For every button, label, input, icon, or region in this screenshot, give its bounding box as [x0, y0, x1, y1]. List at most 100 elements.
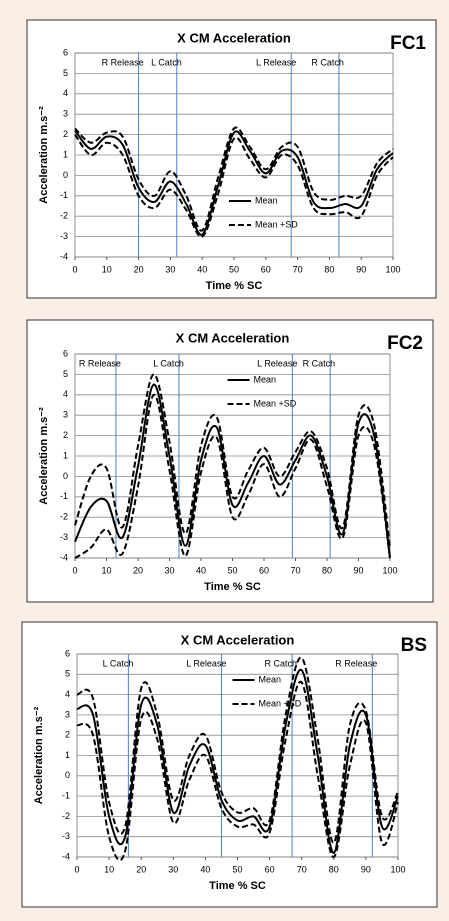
- x-tick-label: 100: [385, 264, 400, 274]
- x-tick-label: 40: [200, 864, 210, 874]
- series-line: [74, 129, 394, 236]
- series-line: [74, 126, 394, 232]
- y-tick-label: 6: [63, 47, 68, 57]
- y-tick-label: 1: [63, 450, 68, 460]
- x-tick-label: 70: [297, 864, 307, 874]
- x-tick-label: 30: [168, 864, 178, 874]
- x-tick-label: 10: [102, 264, 112, 274]
- x-tick-label: 90: [361, 864, 371, 874]
- series-line: [74, 133, 394, 238]
- x-tick-label: 10: [104, 864, 114, 874]
- x-tick-label: 100: [390, 864, 405, 874]
- y-tick-label: -1: [62, 790, 70, 800]
- y-tick-label: 2: [65, 730, 70, 740]
- x-tick-label: 80: [322, 565, 332, 575]
- y-tick-label: -4: [60, 552, 68, 562]
- panel: [21, 621, 438, 908]
- x-tick-label: 0: [72, 264, 77, 274]
- phase-label: L Release: [256, 57, 296, 67]
- x-tick-label: 30: [165, 264, 175, 274]
- x-tick-label: 20: [136, 864, 146, 874]
- x-tick-label: 30: [164, 565, 174, 575]
- x-tick-label: 40: [196, 565, 206, 575]
- chart-tag: FC2: [387, 333, 423, 354]
- series-line: [76, 657, 399, 844]
- x-tick-label: 80: [329, 864, 339, 874]
- phase-label: L Release: [186, 658, 226, 668]
- y-tick-label: 6: [65, 648, 70, 658]
- y-tick-label: 5: [63, 369, 68, 379]
- phase-label: R Catch: [311, 57, 344, 67]
- y-tick-label: 4: [63, 88, 68, 98]
- series-line: [74, 373, 391, 548]
- y-tick-label: 4: [65, 689, 70, 699]
- x-tick-label: 0: [74, 864, 79, 874]
- x-tick-label: 90: [356, 264, 366, 274]
- y-tick-label: -4: [62, 851, 70, 861]
- plot-frame: [76, 653, 399, 858]
- x-tick-label: 50: [229, 264, 239, 274]
- x-tick-label: 50: [232, 864, 242, 874]
- y-tick-label: 3: [63, 109, 68, 119]
- phase-label: L Catch: [103, 658, 134, 668]
- chart-title: X CM Acceleration: [176, 330, 290, 345]
- plot-frame: [74, 52, 394, 258]
- y-tick-label: 1: [63, 149, 68, 159]
- panel: [26, 319, 434, 603]
- y-tick-label: 3: [63, 410, 68, 420]
- y-tick-label: -2: [62, 811, 70, 821]
- x-tick-label: 60: [259, 565, 269, 575]
- x-tick-label: 60: [265, 864, 275, 874]
- chart-title: X CM Acceleration: [177, 30, 291, 45]
- x-tick-label: 20: [134, 264, 144, 274]
- legend-label: Mean +SD: [255, 219, 298, 229]
- y-tick-label: 2: [63, 129, 68, 139]
- y-tick-label: 6: [63, 348, 68, 358]
- x-tick-label: 20: [133, 565, 143, 575]
- x-tick-label: 70: [293, 264, 303, 274]
- y-tick-label: 0: [65, 770, 70, 780]
- phase-label: L Catch: [151, 57, 182, 67]
- y-axis-title: Acceleration m.s⁻²: [38, 106, 50, 204]
- y-tick-label: 3: [65, 709, 70, 719]
- x-tick-label: 50: [227, 565, 237, 575]
- legend-label: Mean: [255, 195, 278, 205]
- x-tick-label: 10: [101, 565, 111, 575]
- y-tick-label: -2: [60, 211, 68, 221]
- plot-frame: [74, 353, 391, 559]
- chart-tag: FC1: [390, 33, 426, 54]
- chart-tag: BS: [401, 635, 427, 656]
- phase-label: R Release: [102, 57, 144, 67]
- x-tick-label: 100: [382, 565, 397, 575]
- phase-label: R Release: [335, 658, 377, 668]
- legend-label: Mean +SD: [259, 698, 302, 708]
- y-tick-label: 0: [63, 170, 68, 180]
- x-tick-label: 90: [353, 565, 363, 575]
- legend-label: Mean +SD: [254, 398, 297, 408]
- y-tick-label: -3: [60, 532, 68, 542]
- x-tick-label: 80: [324, 264, 334, 274]
- phase-label: R Catch: [265, 658, 298, 668]
- x-tick-label: 60: [261, 264, 271, 274]
- y-tick-label: 5: [63, 68, 68, 78]
- y-axis-title: Acceleration m.s⁻²: [38, 407, 50, 505]
- x-axis-title: Time % SC: [204, 581, 261, 593]
- y-tick-label: -3: [62, 831, 70, 841]
- y-tick-label: -4: [60, 251, 68, 261]
- phase-label: L Catch: [153, 358, 184, 368]
- y-tick-label: -3: [60, 231, 68, 241]
- y-tick-label: 1: [65, 750, 70, 760]
- chart-title: X CM Acceleration: [181, 632, 295, 647]
- y-tick-label: -2: [60, 512, 68, 522]
- legend-label: Mean: [259, 674, 282, 684]
- y-tick-label: 5: [65, 669, 70, 679]
- legend-label: Mean: [254, 374, 277, 384]
- series-line: [76, 668, 399, 854]
- phase-label: R Catch: [303, 358, 336, 368]
- series-line: [74, 393, 391, 559]
- y-tick-label: 0: [63, 471, 68, 481]
- x-tick-label: 40: [197, 264, 207, 274]
- y-axis-title: Acceleration m.s⁻²: [33, 706, 45, 804]
- y-tick-label: 4: [63, 389, 68, 399]
